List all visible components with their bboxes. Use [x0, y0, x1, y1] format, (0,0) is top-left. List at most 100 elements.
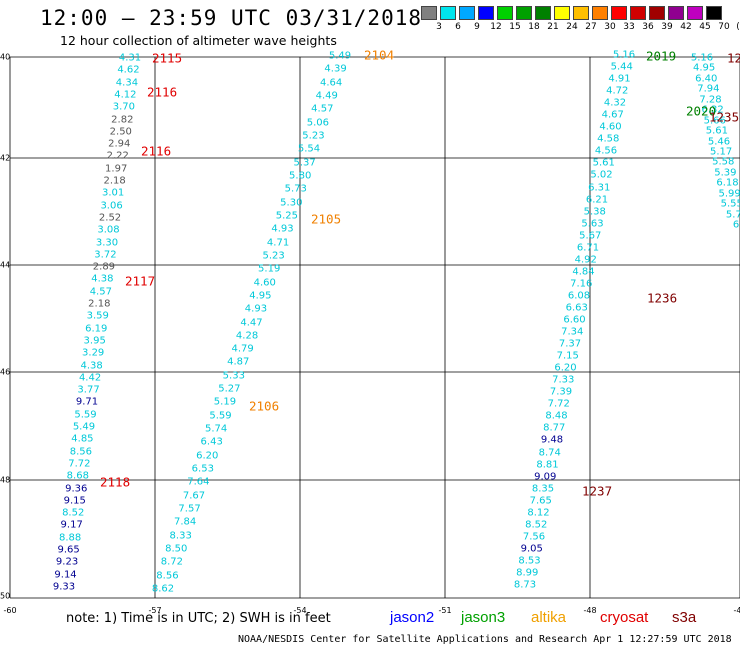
wave-height-value: 4.47: [240, 317, 263, 328]
wave-height-value: 6.19: [85, 323, 108, 335]
wave-height-value: 3.77: [77, 384, 100, 396]
lat-label: 40: [0, 52, 11, 62]
wave-height-value: 7.57: [178, 503, 201, 515]
scale-swatch: [592, 6, 608, 20]
lat-label: 42: [0, 153, 11, 163]
wave-height-value: 4.92: [574, 254, 597, 266]
scale-label: 9: [474, 22, 480, 32]
wave-height-value: 4.67: [601, 109, 624, 121]
wave-height-value: 5.17: [709, 146, 733, 158]
wave-height-value: 8.88: [58, 532, 82, 544]
lon-label: -54: [293, 606, 307, 615]
scale-swatch: [687, 6, 703, 20]
wave-height-value: 7.15: [556, 350, 579, 362]
wave-height-value: 5.54: [297, 143, 321, 155]
satellite-jason2: jason2: [390, 609, 435, 626]
scale-label: 70: [718, 22, 730, 32]
wave-height-value: 2.82: [111, 114, 134, 125]
lon-label: -51: [438, 606, 452, 615]
wave-height-value: 5.67: [579, 230, 602, 242]
wave-height-value: 6.60: [563, 314, 586, 326]
wave-height-value: 4.60: [253, 277, 276, 289]
wave-height-value: 8.53: [518, 555, 541, 567]
wave-height-value: 9.48: [540, 434, 564, 446]
wave-height-value: 6.08: [567, 290, 591, 302]
wave-height-value: 7.94: [697, 83, 720, 95]
wave-height-value: 8.77: [543, 422, 566, 434]
wave-height-value: 5.61: [592, 157, 615, 169]
lat-label: 44: [0, 260, 11, 270]
pass-label: 2106: [249, 398, 280, 414]
wave-height-value: 5.58: [712, 156, 735, 168]
wave-height-value: 6.40: [695, 73, 718, 85]
wave-height-value: 4.28: [235, 330, 259, 342]
wave-height-value: 4.38: [80, 360, 103, 372]
credit-line: NOAA/NESDIS Center for Satellite Applica…: [238, 634, 732, 645]
wave-height-value: 4.93: [244, 303, 268, 315]
wave-height-value: 5.44: [610, 61, 633, 73]
wave-height-value: 9.05: [520, 543, 543, 555]
wave-height-value: 7.65: [529, 495, 552, 507]
wave-height-value: 4.79: [231, 343, 254, 355]
wave-height-value: 3.70: [112, 101, 135, 113]
wave-height-value: 5.55: [720, 198, 740, 210]
wave-height-value: 4.85: [71, 433, 94, 445]
pass-label: 1237: [582, 483, 613, 499]
wave-height-value: 5.39: [714, 167, 737, 179]
wave-height-value: 5.23: [262, 250, 285, 262]
wave-height-value: 5.25: [275, 210, 299, 222]
pass-label: 2105: [311, 211, 342, 227]
wave-height-value: 7.84: [173, 516, 197, 528]
wave-height-value: 5.80: [289, 170, 312, 182]
wave-height-value: 4.72: [606, 85, 629, 97]
scale-label: (ft): [736, 22, 740, 32]
scale-label: 15: [509, 22, 521, 32]
wave-height-value: 5.38: [583, 206, 606, 218]
wave-height-value: 4.34: [115, 77, 139, 89]
wave-height-value: 9.65: [57, 544, 80, 556]
wave-height-value: 2.50: [109, 126, 132, 138]
wave-height-value: 8.56: [69, 446, 93, 458]
wave-height-value: 6: [732, 219, 740, 231]
wave-height-value: 7.72: [68, 458, 91, 470]
scale-swatch: [440, 6, 456, 20]
wave-height-value: 7.28: [699, 94, 722, 106]
wave-height-value: 8.35: [531, 483, 555, 495]
wave-height-value: 7.56: [522, 531, 546, 543]
lon-label: -60: [3, 606, 17, 615]
pass-label: 2104: [364, 47, 395, 63]
wave-height-value: 5.63: [581, 218, 604, 230]
wave-height-value: 4.60: [599, 121, 622, 133]
wave-height-value: 5.16: [612, 49, 636, 61]
wave-height-value: 3.30: [95, 237, 119, 249]
wave-height-value: 8.56: [156, 570, 179, 582]
scale-label: 21: [547, 22, 559, 32]
wave-height-value: 5.02: [590, 169, 613, 181]
wave-height-value: 8.72: [160, 556, 183, 568]
wave-height-value: 8.74: [538, 447, 561, 458]
scale-swatch: [478, 6, 494, 20]
wave-height-value: 9.09: [534, 471, 557, 483]
lat-label: 46: [0, 367, 11, 377]
pass-label: 2116: [141, 143, 172, 159]
wave-height-value: 9.36: [65, 483, 88, 495]
scale-label: 42: [680, 22, 692, 32]
wave-height-value: 5.49: [72, 421, 96, 433]
wave-height-value: 9.71: [75, 396, 99, 408]
satellite-jason3: jason3: [461, 609, 506, 626]
scale-swatch: [668, 6, 684, 20]
scale-label: 36: [642, 22, 654, 32]
wave-height-value: 9.14: [54, 569, 77, 581]
lon-label: -48: [583, 606, 597, 615]
wave-height-value: 3.95: [83, 335, 106, 347]
pass-label: 2117: [125, 273, 156, 289]
scale-label: 6: [455, 22, 461, 32]
wave-height-value: 7.64: [187, 476, 210, 488]
wave-height-value: 9.33: [52, 581, 76, 593]
scale-swatch: [421, 6, 437, 20]
scale-swatch: [706, 6, 722, 20]
wave-height-value: 6.32: [701, 104, 724, 116]
wave-height-value: 5.59: [209, 410, 232, 422]
wave-height-value: 3.08: [97, 224, 120, 236]
